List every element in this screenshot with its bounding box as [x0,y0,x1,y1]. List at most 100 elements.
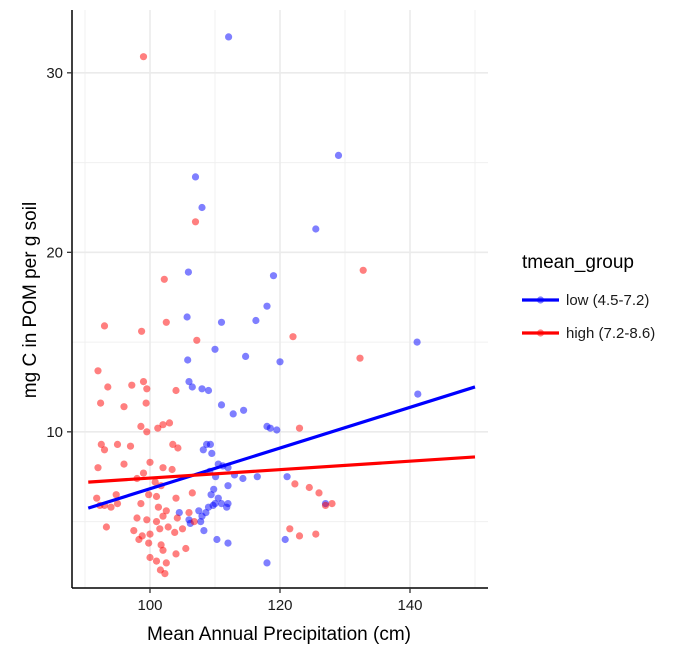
point-high [159,464,167,472]
point-high [102,523,110,531]
point-low [240,406,248,414]
point-high [145,491,153,499]
point-low [204,386,213,395]
point-low [198,512,206,520]
point-high [120,460,128,468]
point-high [172,494,180,502]
y-tick-label: 10 [46,424,63,441]
point-high [143,428,151,436]
point-low [217,401,226,409]
point-high [169,440,177,448]
point-high [291,480,299,488]
point-low [206,440,214,448]
point-high [162,507,170,515]
point-high [130,527,138,535]
point-low [207,491,215,499]
point-high [139,53,148,61]
point-high [159,546,167,554]
point-high [286,525,294,533]
grid [72,10,488,588]
point-low [188,383,196,391]
point-low [239,474,247,483]
point-low [197,518,205,526]
point-high [190,518,198,526]
point-high [172,386,180,395]
point-low [283,473,291,481]
point-high [161,570,169,578]
point-high [168,465,176,474]
point-low [213,535,221,544]
point-low [413,338,421,346]
fit-line-low [87,385,476,510]
point-low [184,356,192,364]
point-low [223,503,231,511]
point-high [112,491,120,499]
point-high [137,422,145,430]
point-high [159,421,167,429]
point-low [198,203,206,212]
point-high [295,532,304,540]
point-high [152,518,161,526]
point-low [252,316,260,325]
point-high [139,469,148,477]
point-high [356,354,364,362]
point-high [146,553,154,562]
point-low [208,449,216,457]
x-tick-label: 140 [397,597,422,614]
point-low [276,358,284,366]
point-high [173,514,181,522]
point-high [182,544,190,553]
tick-labels: 100 120 140 10 20 30 [46,65,422,614]
legend: tmean_group low (4.5-7.2) high (7.2-8.6) [522,252,655,342]
point-high [107,503,115,511]
point-high [359,266,367,274]
point-high [160,275,168,283]
legend-label: low (4.5-7.2) [566,292,649,309]
point-low [183,313,191,321]
point-high [126,442,135,450]
point-low [175,508,183,517]
point-high [100,322,109,330]
legend-key-point [536,296,545,304]
point-high [146,530,154,538]
point-high [137,500,145,508]
point-low [225,33,233,41]
point-low [224,539,232,547]
point-low [266,424,274,432]
point-high [97,399,105,407]
point-high [171,528,179,537]
point-low [273,426,281,434]
point-high [151,478,159,486]
point-high [143,516,151,524]
point-high [113,500,122,508]
point-low [414,390,422,398]
point-low [195,507,203,515]
point-low [198,385,206,393]
point-high [321,501,330,509]
data-points [93,33,422,578]
point-low [263,302,271,310]
point-high [93,494,101,502]
point-high [100,446,109,454]
point-high [159,512,167,520]
point-high [156,525,164,533]
point-high [97,440,105,448]
point-high [305,483,313,492]
point-high [312,530,320,538]
point-high [154,424,162,432]
point-low [269,272,278,280]
point-low [281,535,289,544]
y-axis-title: mg C in POM per g soil [20,202,41,398]
point-high [152,492,161,501]
point-high [94,464,102,472]
point-low [253,473,261,481]
legend-title: tmean_group [522,252,634,273]
point-high [157,541,165,549]
point-low [191,173,200,181]
point-low [209,501,217,509]
point-low [184,268,192,276]
point-high [178,525,187,533]
legend-key-point [536,329,545,337]
point-low [224,482,232,490]
point-low [312,225,320,233]
